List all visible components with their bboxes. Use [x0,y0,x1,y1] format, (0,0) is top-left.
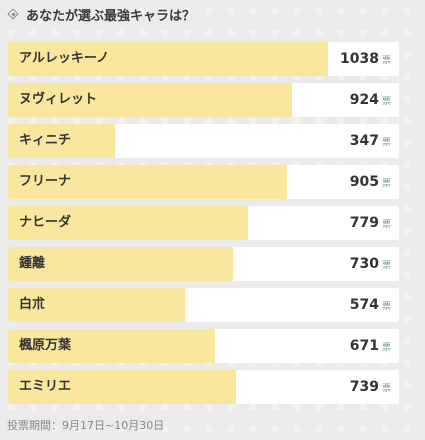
vote-row[interactable]: ナヒーダ 779 票 [8,206,399,240]
vote-count: 739 [349,379,379,395]
vote-count: 671 [349,338,379,354]
vote-count-group: 671 票 [350,329,391,363]
vote-count-group: 924 票 [350,83,391,117]
vote-row[interactable]: 楓原万葉 671 票 [8,329,399,363]
diamond-icon [6,7,20,21]
vote-unit: 票 [381,138,391,148]
vote-count-group: 347 票 [350,124,391,158]
vote-bar-fill [8,124,115,158]
vote-unit: 票 [381,179,391,189]
voting-period: 投票期間：9月17日~10月30日 [7,419,165,432]
vote-list: アルレッキーノ 1038 票ヌヴィレット 924 票キィニチ 347 票フリーナ 905 票ナヒ… [8,42,399,411]
character-name: フリーナ [19,174,72,189]
character-name: ヌヴィレット [19,92,98,107]
vote-bar-fill [8,329,215,363]
poll-header: あなたが選ぶ最強キャラは？ [6,3,195,25]
vote-row[interactable]: エミリエ 739 票 [8,370,399,404]
poll-title: あなたが選ぶ最強キャラは？ [26,8,196,24]
vote-unit: 票 [381,343,391,353]
vote-count: 730 [349,256,379,272]
character-name: 楓原万葉 [19,338,72,353]
vote-count: 779 [349,215,379,231]
vote-unit: 票 [381,302,391,312]
vote-count-group: 574 票 [350,288,391,322]
vote-bar-fill [8,370,236,404]
vote-bar-fill [8,42,328,76]
vote-unit: 票 [381,261,391,271]
vote-count: 1038 [340,51,379,67]
vote-row[interactable]: 鍾離 730 票 [8,247,399,281]
vote-count: 347 [349,133,379,149]
vote-count-group: 1038 票 [340,42,391,76]
vote-count-group: 779 票 [350,206,391,240]
character-name: 鍾離 [19,256,46,271]
vote-row[interactable]: 白朮 574 票 [8,288,399,322]
vote-unit: 票 [381,97,391,107]
vote-bar-fill [8,83,293,117]
character-name: 白朮 [19,297,46,312]
vote-row[interactable]: キィニチ 347 票 [8,124,399,158]
vote-count-group: 739 票 [350,370,391,404]
vote-bar-fill [8,288,185,322]
vote-bar-fill [8,165,287,199]
character-name: ナヒーダ [19,215,72,230]
vote-row[interactable]: フリーナ 905 票 [8,165,399,199]
vote-count-group: 905 票 [350,165,391,199]
vote-unit: 票 [381,384,391,394]
vote-count: 905 [349,174,379,190]
vote-row[interactable]: ヌヴィレット 924 票 [8,83,399,117]
character-name: アルレッキーノ [19,51,110,66]
vote-unit: 票 [381,220,391,230]
vote-count: 924 [349,92,379,108]
vote-count: 574 [349,297,379,313]
vote-row[interactable]: アルレッキーノ 1038 票 [8,42,399,76]
character-name: キィニチ [19,133,72,148]
vote-bar-fill [8,247,233,281]
vote-count-group: 730 票 [350,247,391,281]
vote-bar-fill [8,206,248,240]
vote-unit: 票 [381,56,391,66]
character-name: エミリエ [19,379,72,394]
